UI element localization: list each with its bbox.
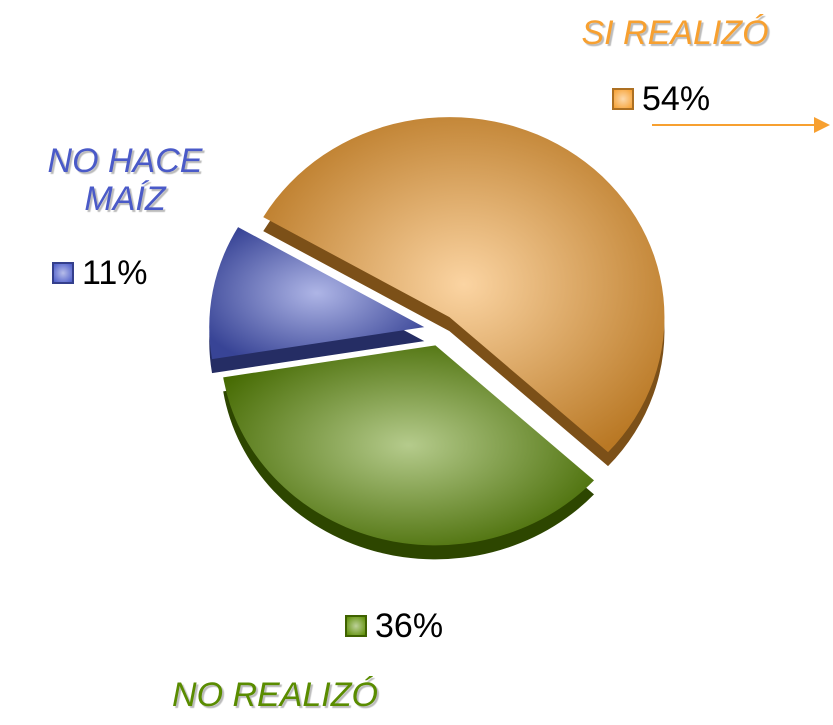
slice (209, 227, 425, 360)
legend-swatch (345, 615, 367, 637)
value-label: 36% (375, 607, 444, 645)
category-label: NO HACE MAÍZ (47, 142, 203, 218)
category-label: NO REALIZÓ (172, 676, 378, 714)
slice (223, 345, 594, 546)
legend-swatch (52, 262, 74, 284)
legend-swatch (612, 88, 634, 110)
value-label: 11% (82, 254, 148, 292)
value-label: 54% (642, 80, 711, 118)
slice (263, 117, 665, 453)
category-label: SI REALIZÓ (581, 14, 769, 52)
